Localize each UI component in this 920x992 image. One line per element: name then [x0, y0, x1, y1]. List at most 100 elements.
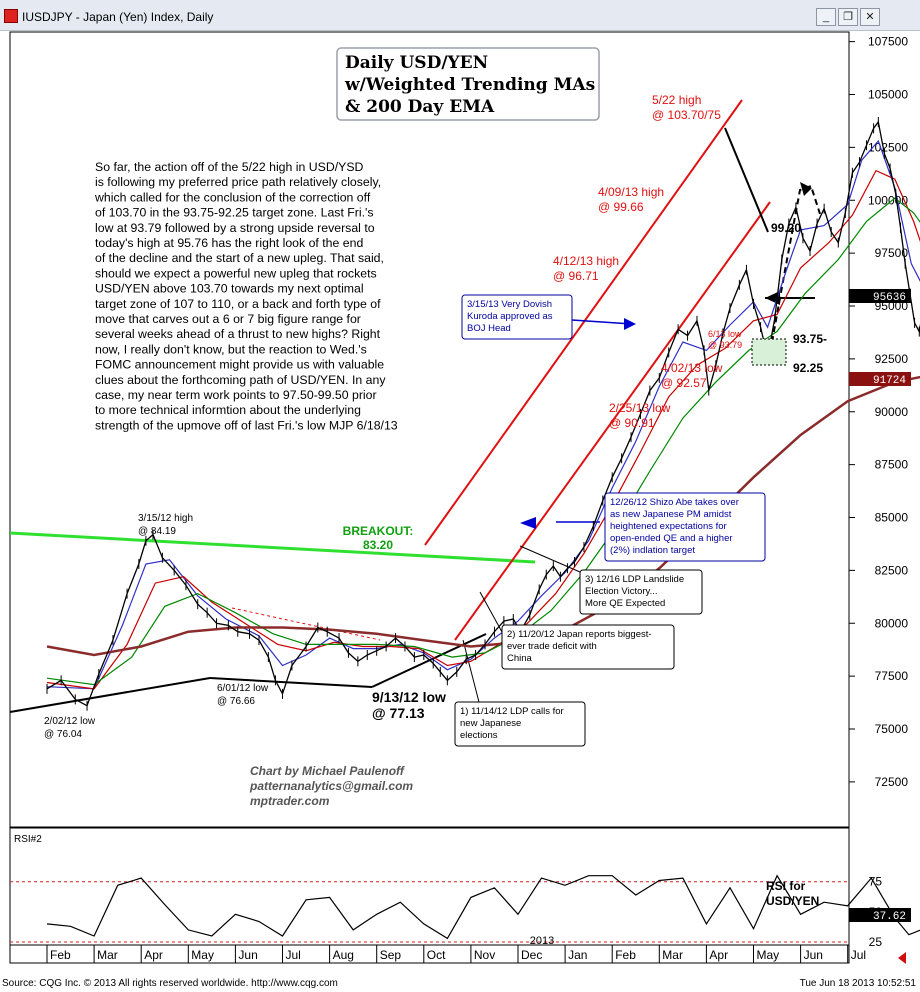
restore-button[interactable]: ❐ [838, 8, 858, 26]
kuroda-callout-arrow [571, 319, 633, 325]
rsi-note-label: RSI for [766, 879, 806, 893]
abe-box-text: as new Japanese PM amidst [610, 509, 732, 520]
deficit-box-text: 2) 11/20/12 Japan reports biggest- [507, 629, 652, 640]
time-tick-label: Jan [568, 948, 587, 962]
ldp-box-text: 1) 11/14/12 LDP calls for [460, 706, 564, 717]
window-title: IUSDJPY - Japan (Yen) Index, Daily [22, 10, 214, 24]
projected-path-arrowhead [800, 182, 812, 196]
low-jun-label: @ 76.66 [217, 696, 255, 707]
rsi-series [46, 874, 920, 940]
landslide-box-text: Election Victory... [585, 586, 658, 597]
commentary-line: move that carves out a 6 or 7 big figure… [95, 312, 361, 326]
commentary-line: low at 93.79 followed by a strong upside… [95, 221, 375, 235]
time-tick-label: Mar [97, 948, 118, 962]
time-tick-label: Oct [427, 948, 446, 962]
last-price-tag [849, 289, 911, 303]
commentary-line: FOMC announcement might provide us with … [95, 358, 384, 372]
close-button[interactable]: ✕ [860, 8, 880, 26]
kuroda-box-frame [461, 294, 573, 340]
chart-title-line-1: Daily USD/YEN [345, 53, 488, 73]
ldp-callout-line [462, 639, 481, 707]
time-tick-label: Feb [50, 948, 71, 962]
rsi-last-tag [849, 908, 911, 922]
landslide-box-text: 3) 12/16 LDP Landslide [585, 574, 684, 585]
abe-box-text: 12/26/12 Shizo Abe takes over [610, 497, 739, 508]
rsi-tick-label: 75 [869, 875, 883, 889]
resistance-dashed-line [231, 607, 381, 641]
low-feb13-label: @ 90.91 [609, 416, 655, 430]
rsi-panel-frame [9, 827, 850, 946]
time-tick-label: Apr [709, 948, 728, 962]
price-axis: 1075001050001025001000009750095000925009… [849, 35, 908, 789]
kuroda-box-text: Kuroda approved as [467, 311, 553, 322]
commentary-line: strength of the upmove off of last Fri.'… [95, 418, 398, 432]
commentary-line: of 103.70 in the 93.75-92.25 target zone… [95, 206, 374, 220]
time-tick-label: Mar [662, 948, 683, 962]
target-zone-box [751, 338, 787, 366]
commentary-line: target zone of 107 to 110, or a back and… [95, 297, 381, 311]
time-tick-label: Apr [144, 948, 163, 962]
commentary-line: case, my near term work points to 97.50-… [95, 388, 377, 402]
year-label: 2013 [530, 935, 554, 947]
rsi-panel-label: RSI#2 [14, 834, 42, 845]
deficit-callout-line [479, 591, 503, 633]
projected-path [771, 184, 821, 343]
price-tick-label: 90000 [875, 405, 909, 419]
low-jun-label: 6/01/12 low [217, 683, 269, 694]
high-apr12-label: 4/12/13 high [553, 254, 619, 268]
abe-box-text: heightened expectations for [610, 521, 727, 532]
kuroda-callout-arrowhead [624, 318, 636, 330]
app-icon [4, 9, 18, 23]
footer: Source: CQG Inc. © 2013 All rights reser… [0, 975, 920, 992]
low-sep-label: @ 77.13 [372, 705, 425, 721]
chart-title-line-2: w/Weighted Trending MAs [344, 75, 595, 95]
ema200-tag [849, 372, 911, 386]
ldp-box-text: new Japanese [460, 718, 521, 729]
price-line [46, 120, 920, 707]
price-tick-label: 82500 [875, 563, 909, 577]
time-tick-label: Jul [851, 948, 866, 962]
time-tick-label: May [191, 948, 214, 962]
price-tick-label: 105000 [868, 88, 908, 102]
commentary-line: to more technical informtion about the u… [95, 403, 361, 417]
low-apr13-label: 4/02/13 low [661, 361, 723, 375]
chart-title-box [336, 47, 600, 121]
deficit-box-text: China [507, 653, 533, 664]
high-may22-label: 5/22 high [652, 93, 701, 107]
chart-title-line-3: & 200 Day EMA [345, 97, 495, 117]
high-may22-label: @ 103.70/75 [652, 108, 721, 122]
landslide-box-frame [579, 569, 703, 615]
price-tick-label: 85000 [875, 511, 909, 525]
ema200-label: 91724 [873, 375, 906, 387]
price-tick-label: 97500 [875, 246, 909, 260]
moving-average-line-2 [46, 169, 920, 690]
commentary-text: So far, the action off of the 5/22 high … [94, 160, 398, 432]
time-tick-label: May [757, 948, 780, 962]
high-mar-label: @ 84.19 [138, 526, 176, 537]
commentary-line: several weeks ahead of a thrust to new h… [95, 327, 381, 341]
level-9920-label: 99.20 [771, 221, 801, 235]
breakout-line [9, 531, 536, 564]
credit-label: Chart by Michael Paulenoff [250, 764, 405, 778]
price-tick-label: 92500 [875, 352, 909, 366]
window-titlebar: IUSDJPY - Japan (Yen) Index, Daily _ ❐ ✕ [0, 0, 920, 31]
commentary-line: should we expect a powerful new upleg th… [95, 266, 377, 280]
minimize-button[interactable]: _ [816, 8, 836, 26]
ldp-box-text: elections [460, 730, 498, 741]
target-bottom-label: 92.25 [793, 361, 823, 375]
commentary-line: which called for the conclusion of the c… [94, 190, 371, 204]
low-feb-label: 2/02/12 low [44, 716, 96, 727]
abe-box-text: (2%) indlation target [610, 545, 695, 556]
annotations: 2/02/12 low @ 76.04 3/15/12 high @ 84.19 6/0… [44, 93, 827, 908]
landslide-box-text: More QE Expected [585, 598, 665, 609]
target-top-label: 93.75- [793, 332, 827, 346]
price-series [46, 116, 920, 711]
scroll-left-icon[interactable] [898, 952, 906, 964]
commentary-line: today's high at 95.76 has the right look… [95, 236, 363, 250]
support-line-mid [209, 677, 373, 688]
channel-lower-line [454, 201, 771, 641]
rsi-line [46, 874, 920, 940]
rsi-tick-label: 25 [869, 935, 883, 949]
low-feb13-label: 2/25/13 low [609, 401, 671, 415]
